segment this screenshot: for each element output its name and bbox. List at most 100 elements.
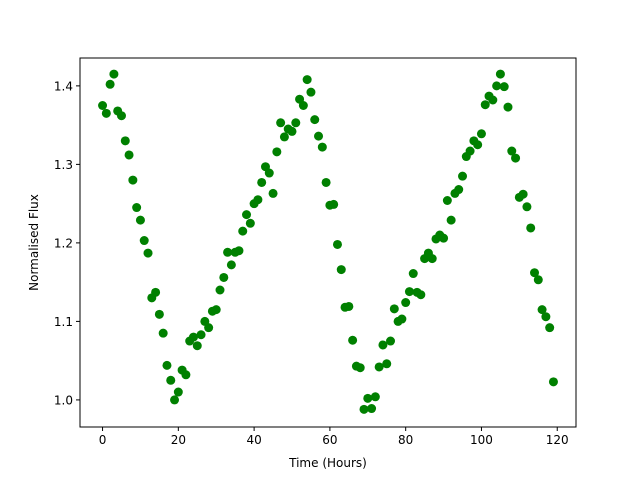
data-point [416, 290, 426, 300]
data-point [242, 210, 252, 220]
data-point [495, 69, 505, 79]
data-point [162, 360, 172, 370]
data-point [170, 395, 180, 405]
data-point [298, 101, 308, 110]
data-point [124, 150, 134, 160]
data-point [139, 236, 149, 246]
data-point [116, 111, 126, 121]
x-tick-label: 60 [322, 433, 337, 447]
data-point [367, 404, 377, 414]
data-point [332, 239, 342, 249]
data-point [257, 177, 267, 187]
data-point [264, 168, 274, 178]
data-point [215, 285, 225, 295]
data-point [389, 304, 399, 314]
data-points [98, 69, 558, 414]
y-tick-label: 1.0 [54, 393, 73, 407]
data-point [363, 393, 373, 403]
data-point [545, 323, 555, 333]
data-point [530, 268, 540, 278]
data-point [522, 202, 532, 212]
data-point [401, 298, 411, 308]
data-point [533, 275, 543, 285]
data-point [306, 87, 316, 97]
y-axis-label: Normalised Flux [27, 194, 41, 291]
data-point [105, 79, 115, 89]
y-axis-ticks: 1.0 1.1 1.2 1.3 1.4 [54, 79, 80, 407]
data-point [192, 341, 202, 351]
data-point [518, 189, 528, 199]
data-point [454, 185, 464, 195]
data-point [291, 118, 301, 128]
y-tick-label: 1.4 [54, 79, 73, 93]
data-point [439, 233, 449, 243]
data-point [211, 305, 221, 315]
data-point [465, 146, 475, 156]
data-point [245, 218, 255, 228]
data-point [442, 196, 452, 205]
data-point [404, 287, 414, 297]
data-point [355, 363, 365, 373]
data-point [329, 199, 339, 209]
data-point [537, 305, 547, 315]
data-point [507, 146, 517, 156]
data-point [204, 323, 214, 333]
data-point [120, 136, 130, 146]
data-point [98, 101, 108, 110]
data-point [317, 142, 327, 152]
data-point [272, 147, 282, 157]
x-tick-label: 80 [398, 433, 413, 447]
data-point [386, 336, 396, 346]
data-point [526, 223, 536, 233]
data-point [458, 171, 468, 181]
data-point [370, 392, 380, 402]
data-point [109, 69, 119, 79]
data-point [427, 254, 437, 264]
data-point [446, 215, 456, 225]
data-point [314, 131, 324, 141]
data-point [503, 102, 513, 112]
data-point [151, 287, 161, 297]
x-tick-label: 20 [171, 433, 186, 447]
data-point [548, 377, 558, 387]
data-point [476, 129, 486, 139]
x-tick-label: 120 [546, 433, 569, 447]
data-point [310, 115, 320, 125]
y-tick-label: 1.3 [54, 158, 73, 172]
data-point [226, 260, 236, 270]
data-point [336, 265, 346, 275]
data-point [181, 370, 191, 380]
x-axis-label: Time (Hours) [288, 456, 367, 470]
data-point [511, 153, 521, 163]
data-point [382, 359, 392, 369]
x-tick-label: 40 [246, 433, 261, 447]
data-point [473, 140, 483, 150]
data-point [196, 330, 206, 340]
data-point [143, 248, 153, 258]
data-point [223, 247, 233, 257]
data-point [492, 81, 502, 91]
data-point [276, 118, 286, 128]
y-tick-label: 1.1 [54, 315, 73, 329]
data-point [374, 362, 384, 372]
data-point [488, 95, 498, 105]
data-point [132, 203, 142, 213]
data-point [268, 188, 278, 198]
data-point [397, 314, 407, 324]
data-point [287, 126, 297, 136]
data-point [348, 335, 358, 345]
data-point [344, 301, 354, 311]
data-point [234, 246, 244, 256]
data-point [499, 82, 509, 92]
data-point [154, 309, 164, 319]
data-point [359, 404, 369, 414]
data-point [253, 195, 263, 205]
data-point [302, 75, 312, 85]
data-point [158, 328, 168, 338]
x-axis-ticks: 0 20 40 60 80 100 120 [99, 427, 569, 447]
data-point [101, 108, 111, 118]
x-tick-label: 0 [99, 433, 107, 447]
data-point [128, 175, 138, 185]
data-point [173, 387, 183, 397]
